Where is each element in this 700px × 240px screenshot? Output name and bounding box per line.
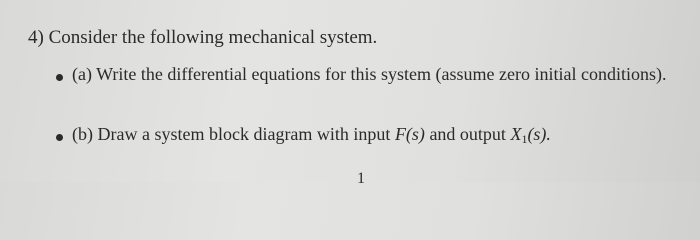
bullet (56, 134, 63, 141)
item-text: and output (424, 124, 511, 144)
item-text: (b) Draw a system block diagram with inp… (72, 124, 395, 144)
math: X (510, 124, 522, 144)
subscript: 1 (521, 132, 528, 146)
page-number: 1 (357, 170, 365, 187)
item-b: (b) Draw a system block diagram with inp… (72, 122, 672, 151)
heading: 4) Consider the following mechanical sys… (28, 27, 378, 48)
item-a: (a) Write the differential equations for… (72, 64, 667, 84)
bullet (56, 74, 63, 81)
math: F(s) (394, 124, 425, 144)
math: (s). (527, 124, 551, 144)
document-page: 4) Consider the following mechanical sys… (0, 0, 700, 187)
